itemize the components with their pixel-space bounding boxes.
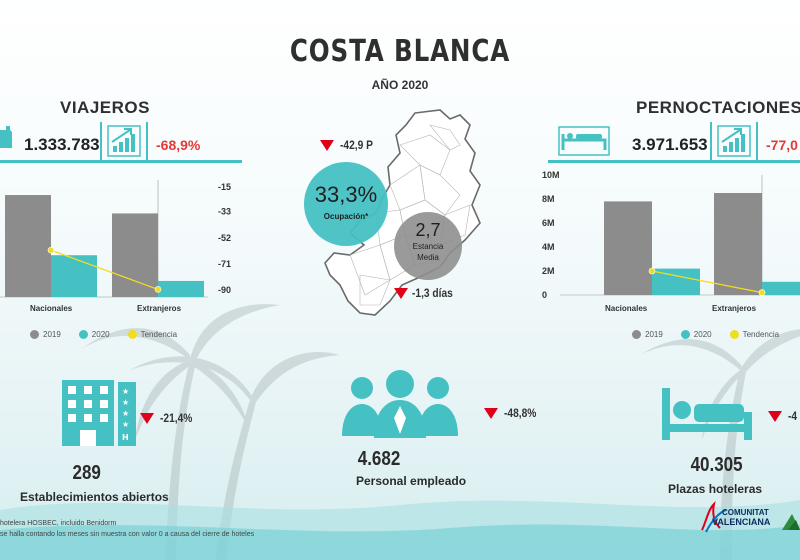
x-label-extranjeros-2: Extranjeros <box>712 304 757 313</box>
y2-tick-label: -33 <box>218 207 231 217</box>
tendencia-line <box>50 249 159 291</box>
bar-2019-1 <box>112 213 158 297</box>
plazas-change: -4 <box>788 409 798 423</box>
bar-growth-icon <box>107 125 141 157</box>
tendencia-point-0 <box>648 267 656 275</box>
svg-text:★: ★ <box>122 409 129 418</box>
y2-tick-label: -71 <box>218 259 231 269</box>
ocupacion-down-icon <box>320 140 334 151</box>
viajeros-total: 1.333.783 <box>24 135 100 154</box>
plazas-down-icon <box>768 411 782 422</box>
y-tick-label: 0 <box>542 290 547 300</box>
svg-text:★: ★ <box>122 387 129 396</box>
ocupacion-value: 33,3% <box>314 182 378 207</box>
tendencia-point-0 <box>47 246 55 254</box>
logo-line-2: VALENCIANA <box>712 517 771 527</box>
legend-dot-2019 <box>30 330 39 339</box>
legend-2019: 2019 <box>645 330 663 339</box>
ocupacion-circle <box>304 162 388 246</box>
svg-text:★: ★ <box>122 420 129 429</box>
establecimientos-down-icon <box>140 413 154 424</box>
pernoctaciones-title: PERNOCTACIONES <box>636 98 800 117</box>
y-tick-label: 2M <box>542 266 555 276</box>
tendencia-point-1 <box>154 286 162 293</box>
tendencia-point-1 <box>758 289 766 296</box>
personal-label: Personal empleado <box>356 474 467 488</box>
legend-2020: 2020 <box>91 330 110 339</box>
y2-tick-label: -52 <box>218 233 231 243</box>
bar-growth-icon <box>717 125 751 157</box>
personal-value: 4.682 <box>357 448 401 470</box>
y2-tick-label: -15 <box>218 182 231 192</box>
y-tick-label: 8M <box>542 194 555 204</box>
y-tick-label: 10M <box>542 170 560 180</box>
comunitat-valenciana-logo <box>701 500 800 533</box>
tendencia-line <box>651 270 763 294</box>
legend-tendencia: Tendencia <box>140 330 178 339</box>
svg-text:H: H <box>122 433 129 442</box>
estancia-down-icon <box>394 288 408 299</box>
svg-text:★: ★ <box>122 398 129 407</box>
legend-dot-tendencia <box>729 330 739 339</box>
ocupacion-change: -42,9 P <box>340 138 373 152</box>
personal-down-icon <box>484 408 498 419</box>
legend-tendencia: Tendencia <box>742 330 780 339</box>
hotel-bell-icon <box>0 126 12 148</box>
y-tick-label: 4M <box>542 242 555 252</box>
pernoctaciones-legend: 2019 2020 Tendencia <box>632 330 779 339</box>
page-subtitle: AÑO 2020 <box>371 78 429 92</box>
footnote-line-1: hotelera HOSBEC, incluido Benidorm <box>0 520 117 527</box>
staff-people-icon <box>342 370 458 438</box>
underline <box>548 160 800 163</box>
x-label-nacionales-2: Nacionales <box>605 304 648 313</box>
pernoctaciones-chart: 10M 8M 6M 4M 2M 0 <box>542 170 800 300</box>
estancia-change: -1,3 días <box>412 286 453 300</box>
establecimientos-value: 289 <box>72 462 101 484</box>
footnote-line-2: se halla contando los meses sin muestra … <box>0 531 255 538</box>
bed-icon <box>662 388 752 440</box>
bar-2020-1 <box>158 280 204 297</box>
pernoctaciones-total: 3.971.653 <box>632 135 708 154</box>
estancia-label-1: Estancia <box>412 242 444 251</box>
estancia-circle <box>394 212 462 280</box>
viajeros-chart: -15 -33 -52 -71 -90 <box>0 180 231 298</box>
plazas-label: Plazas hoteleras <box>668 482 763 496</box>
bar-2020-0 <box>51 255 97 297</box>
viajeros-change: -68,9% <box>156 137 201 153</box>
y2-tick-label: -90 <box>218 285 231 295</box>
legend-2019: 2019 <box>43 330 61 339</box>
bar-2019-1 <box>714 193 762 295</box>
bar-2019-0 <box>604 201 652 295</box>
x-label-extranjeros: Extranjeros <box>137 304 182 313</box>
divider <box>756 122 758 160</box>
hotel-building-icon: ★ ★ ★ ★ H <box>62 380 136 446</box>
legend-dot-2020 <box>78 330 88 339</box>
ocupacion-label: Ocupación* <box>323 212 369 221</box>
pernoctaciones-change: -77,0 <box>766 137 798 153</box>
bed-icon <box>558 126 610 156</box>
legend-dot-tendencia <box>127 330 137 339</box>
establecimientos-change: -21,4% <box>160 411 193 425</box>
personal-change: -48,8% <box>504 406 537 420</box>
page-title: COSTA BLANCA <box>289 34 511 69</box>
legend-dot-2019 <box>632 330 641 339</box>
viajeros-title: VIAJEROS <box>60 98 150 117</box>
bar-2020-1 <box>762 281 800 295</box>
estancia-label-2: Media <box>417 253 439 262</box>
bar-2019-0 <box>5 195 51 297</box>
plazas-value: 40.305 <box>690 454 743 476</box>
x-label-nacionales: Nacionales <box>30 304 73 313</box>
divider <box>146 122 148 160</box>
logo-line-1: COMUNITAT <box>722 508 769 517</box>
y-tick-label: 6M <box>542 218 555 228</box>
underline <box>0 160 242 163</box>
legend-2020: 2020 <box>693 330 712 339</box>
viajeros-legend: 2019 2020 Tendencia <box>30 330 177 339</box>
divider <box>710 122 712 160</box>
legend-dot-2020 <box>680 330 690 339</box>
establecimientos-label: Establecimientos abiertos <box>20 490 169 504</box>
estancia-value: 2,7 <box>415 220 441 240</box>
divider <box>100 122 102 160</box>
